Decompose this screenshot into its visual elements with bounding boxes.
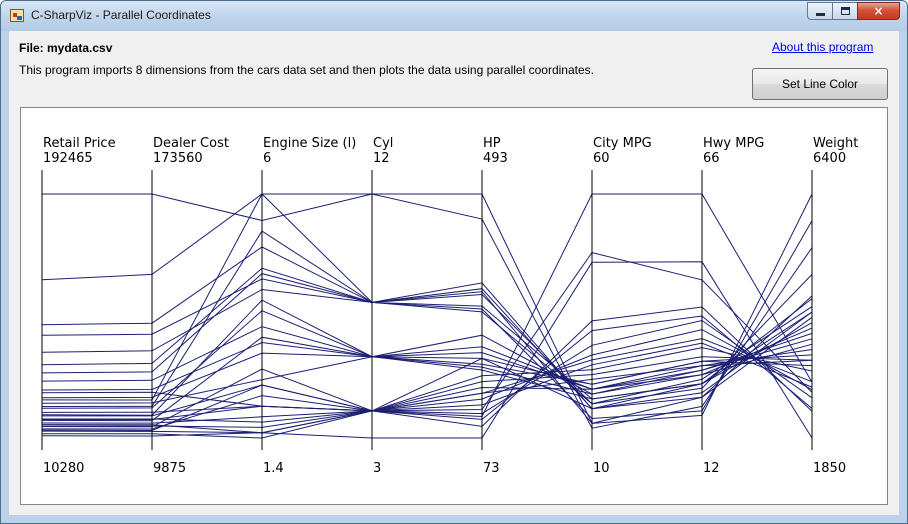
close-icon: × — [873, 4, 884, 18]
data-line-0 — [42, 193, 813, 424]
data-line-24 — [41, 295, 813, 416]
axis-min-6: 12 — [703, 461, 720, 476]
data-line-14 — [41, 329, 813, 424]
axis-name-1: Dealer Cost — [153, 136, 229, 151]
data-line-12 — [42, 356, 813, 417]
data-line-5 — [41, 267, 813, 405]
caption-buttons: × — [807, 2, 900, 21]
file-label: File: mydata.csv — [19, 41, 113, 55]
app-icon[interactable] — [10, 9, 24, 22]
parallel-coordinates-panel: Retail Price 192465 10280 Dealer Cost 173560… — [20, 107, 888, 505]
maximize-icon — [841, 7, 850, 15]
data-line-7 — [41, 338, 813, 391]
data-line-27 — [41, 359, 813, 432]
axis-name-3: Cyl — [373, 136, 393, 151]
data-line-28 — [41, 357, 813, 412]
data-line-21 — [42, 252, 813, 423]
axis-max-7: 6400 — [813, 151, 846, 166]
axis-max-3: 12 — [373, 151, 390, 166]
data-line-10 — [41, 310, 813, 409]
axis-min-2: 1.4 — [263, 461, 284, 476]
axis-min-4: 73 — [483, 461, 500, 476]
axis-min-3: 3 — [373, 461, 381, 476]
about-program-link[interactable]: About this program — [772, 40, 874, 54]
minimize-icon — [816, 13, 825, 16]
client-area: File: mydata.csv This program imports 8 … — [9, 31, 899, 515]
data-line-25 — [41, 311, 813, 422]
axis-max-2: 6 — [263, 151, 271, 166]
axis-max-4: 493 — [483, 151, 508, 166]
axis-max-1: 173560 — [153, 151, 203, 166]
axis-name-4: HP — [483, 136, 501, 151]
title-bar[interactable]: C-SharpViz - Parallel Coordinates × — [1, 1, 907, 31]
axis-name-2: Engine Size (l) — [263, 136, 356, 151]
data-line-17 — [41, 315, 813, 434]
axis-min-5: 10 — [593, 461, 610, 476]
axis-name-7: Weight — [813, 136, 858, 151]
data-line-2 — [41, 246, 813, 410]
axis-min-1: 9875 — [153, 461, 186, 476]
data-line-23 — [41, 193, 813, 424]
description-text: This program imports 8 dimensions from t… — [19, 63, 594, 77]
axis-name-0: Retail Price — [43, 136, 116, 151]
data-line-3 — [41, 278, 813, 405]
axis-max-0: 192465 — [43, 151, 93, 166]
data-line-26 — [41, 343, 813, 428]
axis-max-5: 60 — [593, 151, 610, 166]
data-line-8 — [41, 349, 813, 399]
maximize-button[interactable] — [832, 2, 858, 20]
data-line-19 — [41, 261, 813, 439]
axis-min-0: 10280 — [43, 461, 84, 476]
minimize-button[interactable] — [807, 2, 833, 20]
window-title: C-SharpViz - Parallel Coordinates — [31, 8, 211, 22]
data-line-1 — [41, 193, 813, 429]
data-line-6 — [41, 326, 813, 395]
axis-min-7: 1850 — [813, 461, 846, 476]
close-button[interactable]: × — [857, 2, 900, 20]
data-line-18 — [41, 306, 813, 439]
axis-max-6: 66 — [703, 151, 720, 166]
axis-name-5: City MPG — [593, 136, 652, 151]
axis-name-6: Hwy MPG — [703, 136, 764, 151]
set-line-color-button[interactable]: Set Line Color — [752, 68, 888, 100]
data-lines — [41, 193, 813, 439]
data-line-29 — [41, 273, 813, 410]
data-line-20 — [41, 193, 813, 434]
data-line-22 — [41, 220, 813, 420]
